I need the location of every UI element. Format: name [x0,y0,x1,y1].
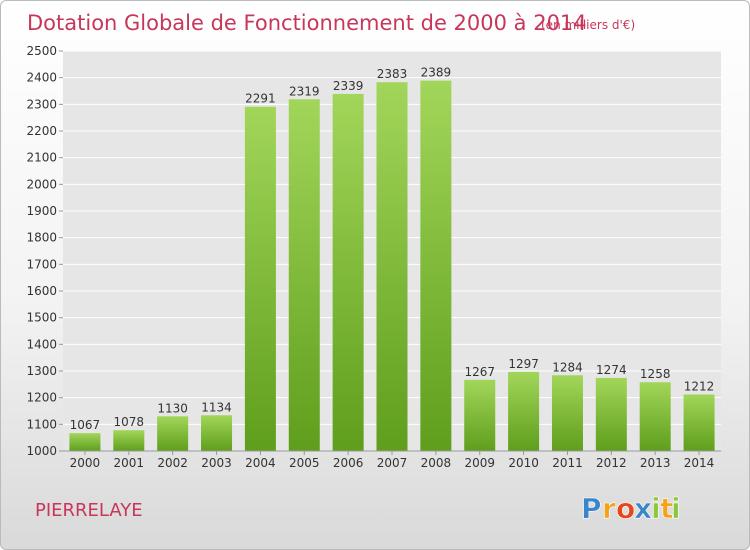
bar-2002 [157,416,189,451]
bar-2010 [508,371,540,451]
x-tick-label: 2013 [640,456,671,470]
logo-letter: i [651,492,661,525]
bar-2000 [69,433,101,451]
logo-letter: o [616,492,635,525]
bar-2008 [420,80,452,451]
x-tick-label: 2010 [508,456,539,470]
value-label-2002: 1130 [157,401,188,415]
y-tick-label: 2200 [26,124,57,138]
value-label-2005: 2319 [289,84,320,98]
value-label-2012: 1274 [596,363,627,377]
value-label-2011: 1284 [552,360,583,374]
bar-2003 [201,415,233,451]
bar-2009 [464,379,496,451]
y-tick-label: 1700 [26,257,57,271]
x-tick-label: 2005 [289,456,320,470]
bar-2005 [288,99,320,452]
logo-letter: P [581,492,602,525]
x-tick-label: 2000 [70,456,101,470]
bar-2012 [595,377,627,451]
y-axis-ticks: 1000 1100 1200 1300 1400 1500 1600 1700 1800 1900… [26,44,63,458]
bar-2001 [113,430,145,451]
value-label-2014: 1212 [684,379,715,393]
y-tick-label: 2500 [26,44,57,58]
chart-unit-subtitle: (en milliers d'€) [541,18,635,32]
bars [69,80,715,452]
x-tick-label: 2012 [596,456,627,470]
bar-2006 [332,93,364,451]
value-label-2010: 1297 [508,357,539,371]
x-tick-label: 2014 [684,456,715,470]
logo-letter: r [602,492,616,525]
value-label-2006: 2339 [333,79,364,93]
y-tick-label: 1900 [26,204,57,218]
y-tick-label: 2400 [26,71,57,85]
bar-2011 [551,375,583,451]
value-labels: 1067 1078 1130 1134 2291 2319 2339 2383 2389 1267… [70,66,715,433]
x-tick-label: 2008 [421,456,452,470]
x-tick-label: 2001 [114,456,145,470]
x-tick-label: 2004 [245,456,276,470]
x-axis-ticks: 2000 2001 2002 2003 2004 2005 2006 2007 2008 2009… [70,451,715,470]
y-tick-label: 1000 [26,444,57,458]
value-label-2007: 2383 [377,67,408,81]
y-tick-label: 2100 [26,151,57,165]
value-label-2004: 2291 [245,92,276,106]
y-tick-label: 2300 [26,97,57,111]
y-tick-label: 1400 [26,337,57,351]
bar-2004 [244,106,276,451]
y-tick-label: 2000 [26,177,57,191]
logo-letter: i [671,492,681,525]
x-tick-label: 2002 [157,456,188,470]
logo-letter: x [634,492,652,525]
value-label-2013: 1258 [640,367,671,381]
value-label-2009: 1267 [464,365,495,379]
x-tick-label: 2007 [377,456,408,470]
x-tick-label: 2009 [464,456,495,470]
value-label-2001: 1078 [114,415,145,429]
bar-2014 [683,394,715,451]
y-tick-label: 1300 [26,364,57,378]
y-tick-label: 1100 [26,417,57,431]
x-tick-label: 2003 [201,456,232,470]
chart-title: Dotation Globale de Fonctionnement de 20… [27,11,587,35]
y-tick-label: 1200 [26,391,57,405]
x-tick-label: 2006 [333,456,364,470]
y-tick-label: 1800 [26,231,57,245]
value-label-2000: 1067 [70,418,101,432]
value-label-2008: 2389 [421,66,452,80]
logo-letter: t [660,492,673,525]
y-tick-label: 1500 [26,311,57,325]
bar-2007 [376,82,408,451]
bar-2013 [639,382,671,451]
x-tick-label: 2011 [552,456,583,470]
value-label-2003: 1134 [201,400,232,414]
y-tick-label: 1600 [26,284,57,298]
place-name: PIERRELAYE [35,500,143,521]
